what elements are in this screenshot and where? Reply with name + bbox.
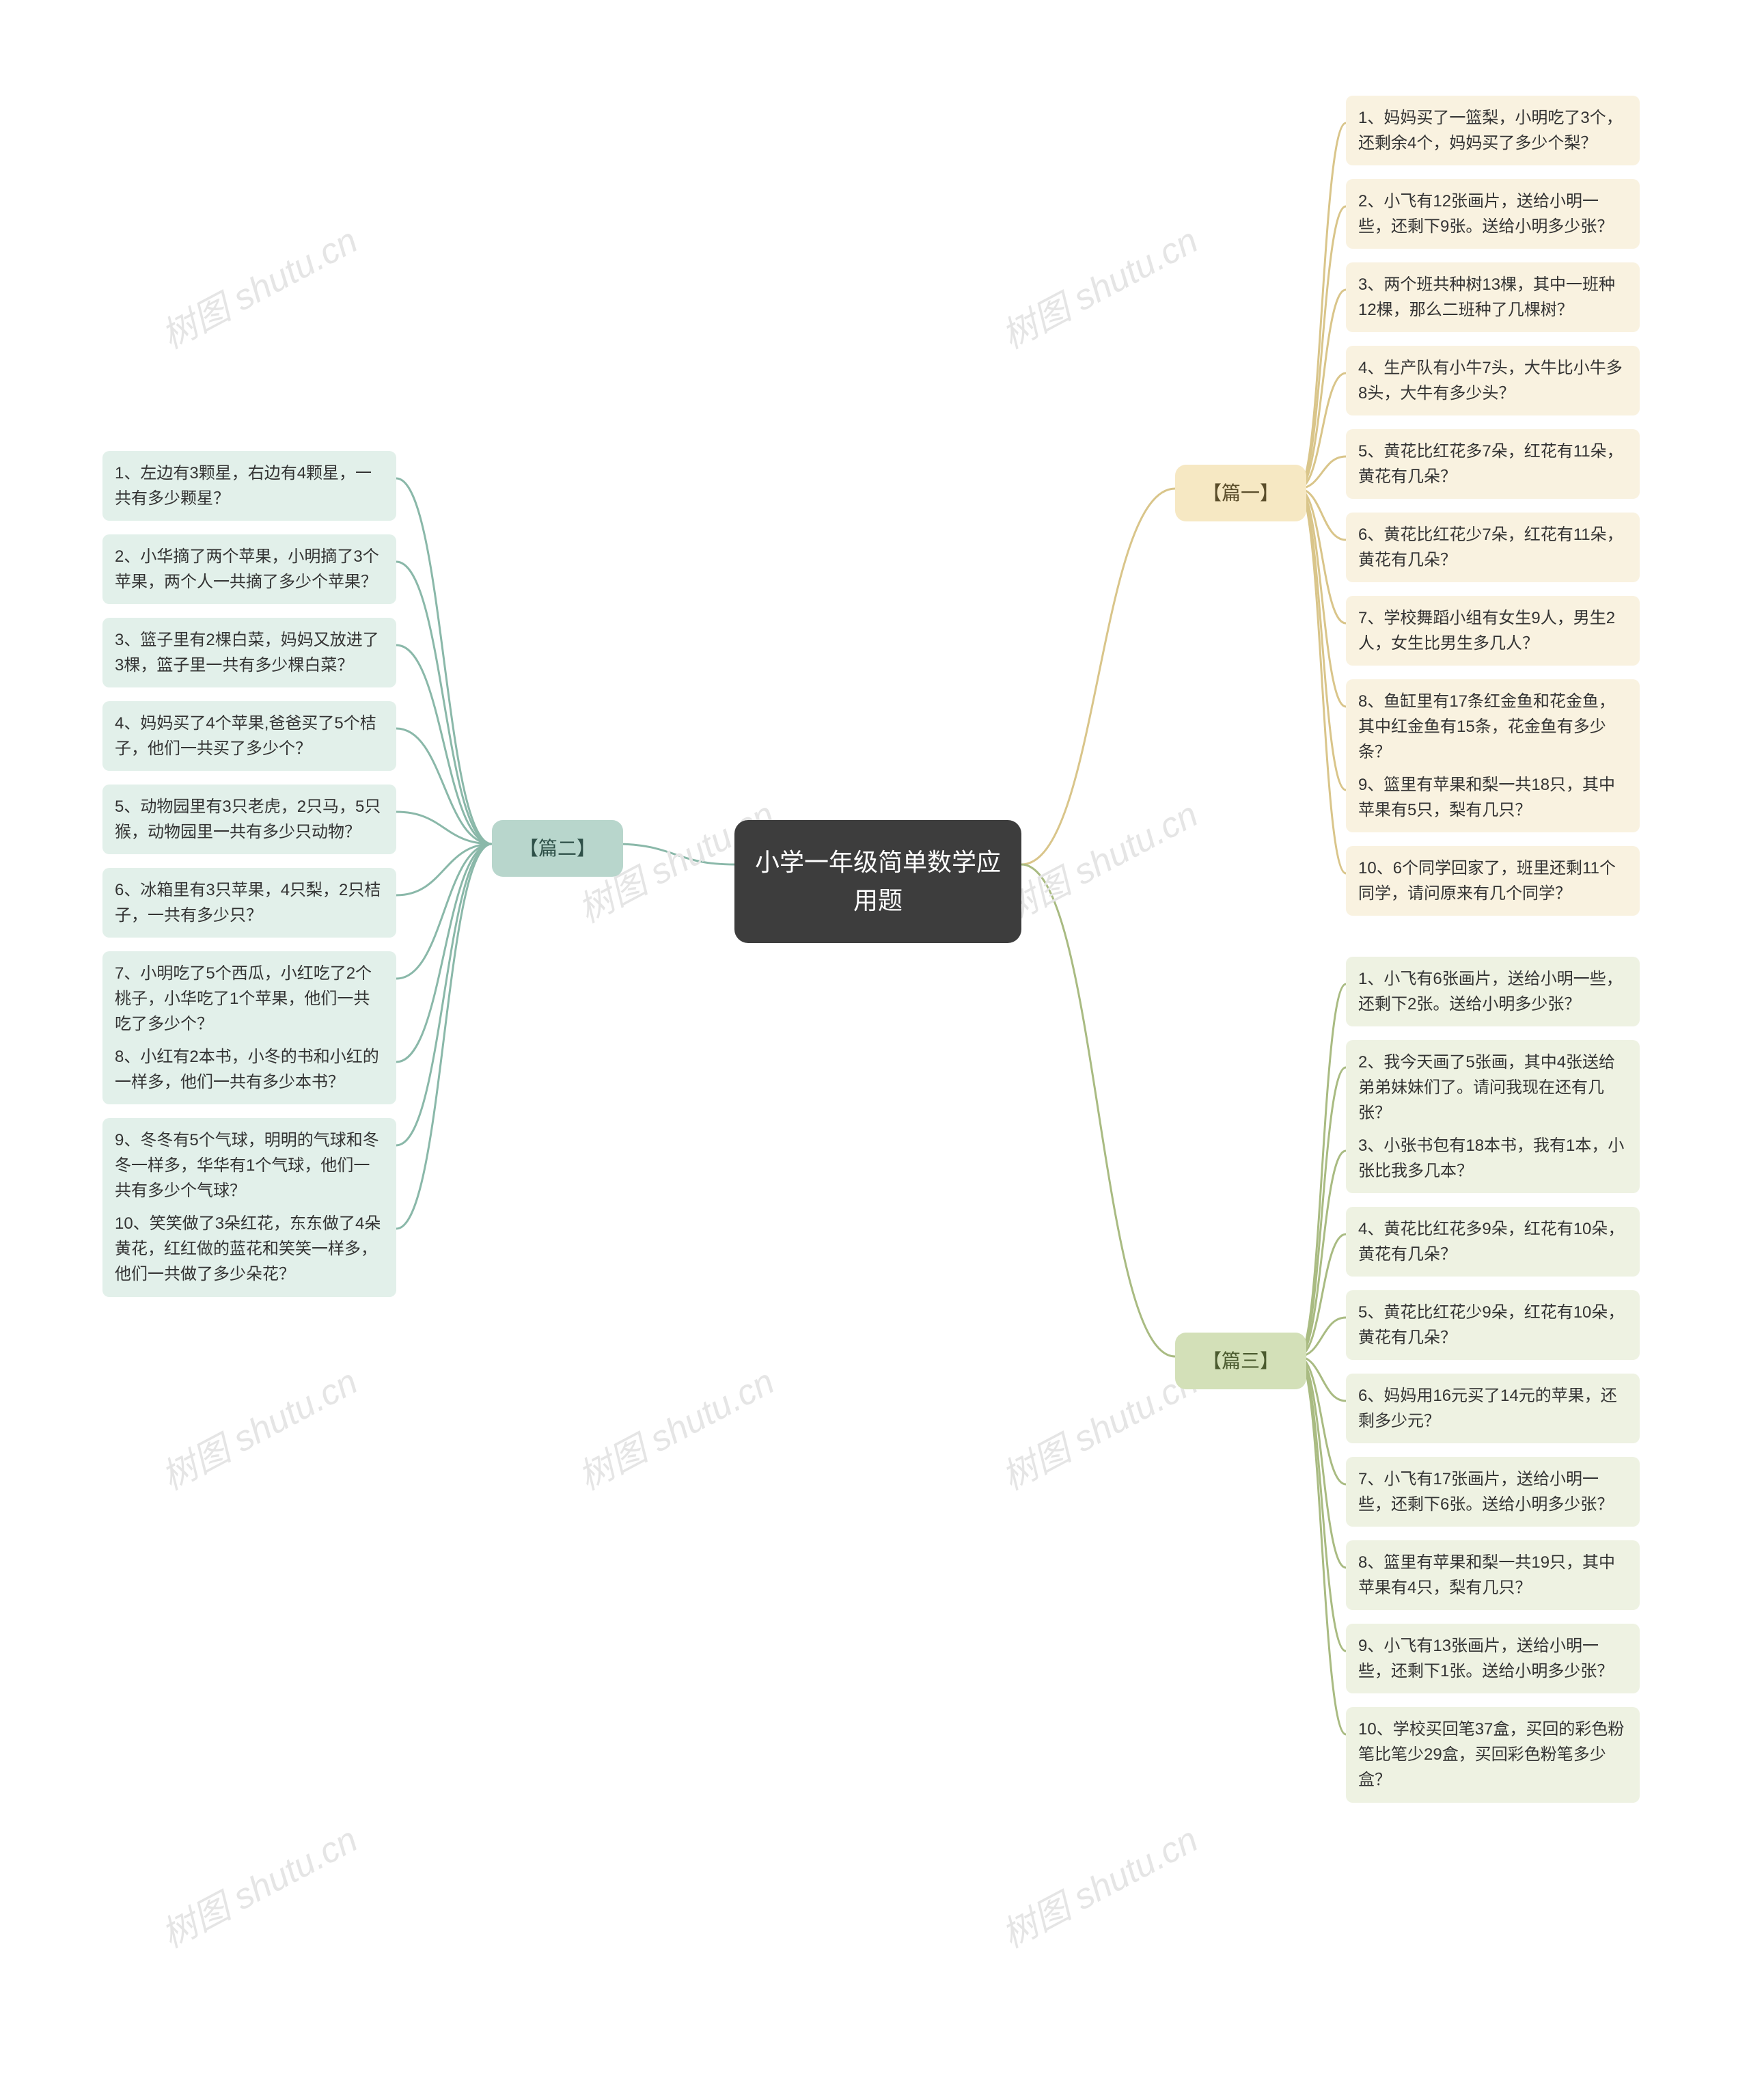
leaf-item: 4、黄花比红花多9朵，红花有10朵，黄花有几朵？ (1346, 1207, 1640, 1277)
watermark: 树图 shutu.cn (991, 212, 1205, 358)
leaf-item: 6、黄花比红花少7朵，红花有11朵，黄花有几朵？ (1346, 513, 1640, 582)
leaf-item: 2、小飞有12张画片，送给小明一些，还剩下9张。送给小明多少张？ (1346, 179, 1640, 249)
leaf-item: 5、黄花比红花多7朵，红花有11朵，黄花有几朵？ (1346, 429, 1640, 499)
leaf-item: 9、小飞有13张画片，送给小明一些，还剩下1张。送给小明多少张？ (1346, 1624, 1640, 1693)
leaf-item: 7、小明吃了5个西瓜，小红吃了2个桃子，小华吃了1个苹果，他们一共吃了多少个？ (102, 951, 396, 1047)
branch-p2: 【篇二】 (492, 820, 623, 877)
leaf-item: 7、小飞有17张画片，送给小明一些，还剩下6张。送给小明多少张？ (1346, 1457, 1640, 1527)
leaf-item: 4、妈妈买了4个苹果,爸爸买了5个桔子，他们一共买了多少个？ (102, 701, 396, 771)
leaf-item: 5、黄花比红花少9朵，红花有10朵，黄花有几朵？ (1346, 1290, 1640, 1360)
leaf-item: 8、篮里有苹果和梨一共19只，其中苹果有4只，梨有几只？ (1346, 1540, 1640, 1610)
leaf-item: 9、冬冬有5个气球，明明的气球和冬冬一样多，华华有1个气球，他们一共有多少个气球… (102, 1118, 396, 1214)
watermark: 树图 shutu.cn (151, 1811, 365, 1957)
leaf-item: 6、冰箱里有3只苹果，4只梨，2只桔子，一共有多少只？ (102, 868, 396, 938)
watermark: 树图 shutu.cn (991, 1353, 1205, 1499)
leaf-item: 3、两个班共种树13棵，其中一班种12棵，那么二班种了几棵树？ (1346, 262, 1640, 332)
leaf-item: 8、小红有2本书，小冬的书和小红的一样多，他们一共有多少本书？ (102, 1035, 396, 1104)
leaf-item: 3、小张书包有18本书，我有1本，小张比我多几本？ (1346, 1123, 1640, 1193)
watermark: 树图 shutu.cn (151, 1353, 365, 1499)
leaf-item: 5、动物园里有3只老虎，2只马，5只猴，动物园里一共有多少只动物？ (102, 785, 396, 854)
watermark: 树图 shutu.cn (991, 1811, 1205, 1957)
watermark: 树图 shutu.cn (568, 1353, 782, 1499)
watermark: 树图 shutu.cn (151, 212, 365, 358)
leaf-item: 2、小华摘了两个苹果，小明摘了3个苹果，两个人一共摘了多少个苹果？ (102, 534, 396, 604)
branch-p3: 【篇三】 (1175, 1333, 1306, 1389)
leaf-item: 7、学校舞蹈小组有女生9人，男生2人，女生比男生多几人？ (1346, 596, 1640, 666)
leaf-item: 1、妈妈买了一篮梨，小明吃了3个，还剩余4个，妈妈买了多少个梨？ (1346, 96, 1640, 165)
leaf-item: 2、我今天画了5张画，其中4张送给弟弟妹妹们了。请问我现在还有几张？ (1346, 1040, 1640, 1136)
leaf-item: 10、6个同学回家了，班里还剩11个同学，请问原来有几个同学？ (1346, 846, 1640, 916)
watermark: 树图 shutu.cn (991, 786, 1205, 932)
leaf-item: 1、左边有3颗星，右边有4颗星，一共有多少颗星？ (102, 451, 396, 521)
leaf-item: 10、学校买回笔37盒，买回的彩色粉笔比笔少29盒，买回彩色粉笔多少盒？ (1346, 1707, 1640, 1803)
leaf-item: 8、鱼缸里有17条红金鱼和花金鱼，其中红金鱼有15条，花金鱼有多少条？ (1346, 679, 1640, 775)
leaf-item: 3、篮子里有2棵白菜，妈妈又放进了3棵，篮子里一共有多少棵白菜？ (102, 618, 396, 687)
leaf-item: 1、小飞有6张画片，送给小明一些，还剩下2张。送给小明多少张？ (1346, 957, 1640, 1026)
leaf-item: 4、生产队有小牛7头，大牛比小牛多8头，大牛有多少头？ (1346, 346, 1640, 415)
branch-p1: 【篇一】 (1175, 465, 1306, 521)
leaf-item: 9、篮里有苹果和梨一共18只，其中苹果有5只，梨有几只？ (1346, 763, 1640, 832)
mindmap-root: 小学一年级简单数学应用题 (734, 820, 1021, 943)
leaf-item: 6、妈妈用16元买了14元的苹果，还剩多少元？ (1346, 1374, 1640, 1443)
leaf-item: 10、笑笑做了3朵红花，东东做了4朵黄花，红红做的蓝花和笑笑一样多，他们一共做了… (102, 1201, 396, 1297)
